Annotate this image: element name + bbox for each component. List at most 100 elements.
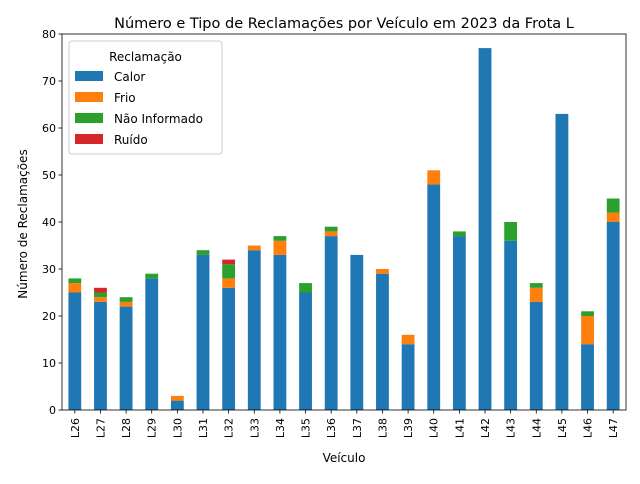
bar-L43-calor [504, 240, 518, 410]
bar-L34-não-informado [273, 236, 287, 241]
bar-L29-não-informado [145, 273, 159, 279]
bar-L37-calor [350, 254, 364, 410]
x-tick-label: L46 [582, 418, 595, 438]
bar-L44-não-informado [529, 283, 543, 288]
bar-L32-calor [222, 287, 236, 410]
legend-title: Reclamação [109, 50, 182, 64]
legend: Reclamação Calor Frio Não Informado Ruído [68, 40, 223, 155]
legend-swatch-não-informado [75, 113, 103, 123]
bar-L44-frio [529, 287, 543, 302]
y-tick-label: 40 [42, 216, 56, 229]
x-tick-label: L38 [376, 418, 389, 438]
bar-L33-frio [247, 245, 261, 251]
bar-L40-calor [427, 184, 441, 410]
bar-L31-não-informado [196, 250, 210, 255]
x-tick-label: L36 [325, 418, 338, 438]
bar-L28-frio [119, 301, 133, 307]
y-tick-label: 20 [42, 310, 56, 323]
bar-L38-frio [376, 269, 389, 274]
bar-L36-frio [324, 231, 338, 237]
bar-L30-calor [170, 400, 184, 410]
bars-layer [68, 48, 620, 411]
legend-label: Ruído [114, 133, 148, 147]
y-tick-label: 50 [42, 169, 56, 182]
legend-swatch-ruído [75, 134, 103, 144]
bar-L31-calor [196, 254, 210, 410]
y-axis-label: Número de Reclamações [16, 149, 30, 298]
y-tick-label: 70 [42, 75, 56, 88]
y-tick-label: 10 [42, 357, 56, 370]
x-tick-label: L26 [69, 418, 82, 438]
bar-L38-calor [376, 273, 389, 410]
bar-L27-não-informado [94, 292, 107, 298]
bar-L34-calor [273, 254, 287, 410]
bar-L41-calor [452, 236, 466, 410]
x-tick-label: L32 [223, 418, 236, 438]
bar-L44-calor [529, 301, 543, 410]
bar-L28-não-informado [119, 297, 133, 302]
x-tick-label: L35 [300, 418, 313, 438]
legend-box [68, 40, 223, 155]
x-tick-label: L44 [530, 418, 543, 438]
bar-L34-frio [273, 240, 287, 255]
bar-L39-frio [401, 334, 415, 345]
x-tick-label: L30 [171, 418, 184, 438]
y-tick-label: 30 [42, 263, 56, 276]
x-tick-label: L27 [94, 418, 107, 438]
legend-label: Calor [114, 70, 145, 84]
bar-L46-calor [581, 344, 594, 410]
x-tick-label: L45 [556, 418, 569, 438]
x-tick-label: L42 [479, 418, 492, 438]
axes-layer: 0 10 20 30 40 50 60 70 80 L26 L27 L28 L29 L30 L31 L32 L3… [42, 28, 627, 438]
x-tick-label: L41 [453, 418, 466, 438]
bar-L42-calor [478, 48, 492, 410]
bar-L47-calor [606, 222, 620, 410]
x-tick-label: L40 [428, 418, 441, 438]
bar-L30-frio [170, 395, 184, 401]
x-axis-label: Veículo [323, 451, 366, 465]
bar-L32-não-informado [222, 264, 236, 279]
bar-L35-calor [299, 292, 312, 410]
x-tick-label: L33 [248, 418, 261, 438]
bar-L36-calor [324, 236, 338, 410]
legend-label: Não Informado [114, 112, 203, 126]
legend-swatch-frio [75, 92, 103, 102]
x-tick-label: L34 [274, 418, 287, 438]
bar-L33-calor [247, 250, 261, 410]
bar-L32-frio [222, 278, 236, 288]
x-tick-label: L37 [351, 418, 364, 438]
legend-swatch-calor [75, 71, 103, 81]
legend-label: Frio [114, 91, 136, 105]
bar-L35-não-informado [299, 283, 312, 293]
bar-L46-frio [581, 316, 594, 345]
bar-L27-frio [94, 297, 107, 302]
bar-L47-frio [606, 212, 620, 222]
bar-L36-não-informado [324, 226, 338, 232]
x-tick-label: L29 [146, 418, 159, 438]
bar-L32-ruído [222, 259, 236, 265]
chart-title: Número e Tipo de Reclamações por Veículo… [114, 16, 574, 32]
bar-L29-calor [145, 278, 159, 410]
bar-L41-não-informado [452, 231, 466, 237]
bar-L46-não-informado [581, 311, 594, 316]
y-tick-label: 0 [49, 404, 56, 417]
bar-L27-ruído [94, 287, 107, 293]
bar-L27-calor [94, 301, 107, 410]
x-tick-label: L43 [505, 418, 518, 438]
x-tick-label: L47 [607, 418, 620, 438]
bar-L26-não-informado [68, 278, 82, 284]
bar-L43-não-informado [504, 222, 518, 241]
x-tick-label: L31 [197, 418, 210, 438]
bar-L47-não-informado [606, 198, 620, 213]
y-tick-label: 80 [42, 28, 56, 41]
bar-L26-frio [68, 283, 82, 293]
bar-L45-calor [555, 113, 569, 411]
bar-L40-frio [427, 170, 441, 185]
y-tick-label: 60 [42, 122, 56, 135]
bar-L39-calor [401, 344, 415, 410]
x-tick-label: L39 [402, 418, 415, 438]
bar-L28-calor [119, 306, 133, 410]
bar-L26-calor [68, 292, 82, 410]
